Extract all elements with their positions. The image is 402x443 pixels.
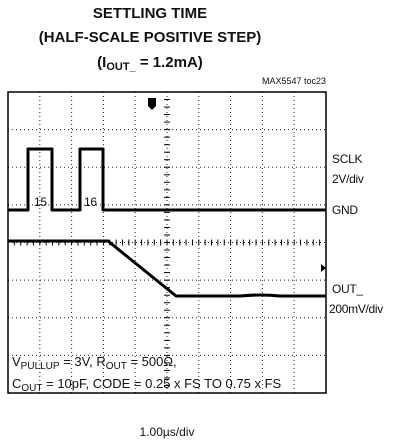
time-scale: 1.00µs/div (140, 425, 195, 439)
conditions-subscript: PULLUP (21, 361, 60, 372)
conditions-line: COUT = 10pF, CODE = 0.25 x FS TO 0.75 x … (12, 376, 282, 394)
conditions-line: VPULLUP = 3V, ROUT = 500Ω, (12, 354, 177, 372)
channel-scale: 200mV/div (329, 302, 383, 316)
level-marker (321, 264, 326, 272)
conditions-part: C (12, 376, 21, 391)
conditions-subscript: OUT (21, 383, 42, 394)
pulse-label: 15 (34, 195, 47, 209)
channel-name: OUT_ (332, 282, 363, 296)
channel-scale: 2V/div (332, 172, 364, 186)
out-trace (8, 239, 326, 298)
trigger-marker (148, 98, 156, 110)
figure-id: MAX5547 toc23 (262, 76, 326, 86)
channel-name: SCLK (332, 152, 362, 166)
conditions-part: = 3V, R (60, 354, 106, 369)
conditions-part: = 10pF, CODE = 0.25 x FS TO 0.75 x FS (43, 376, 282, 391)
title-part: (I (97, 54, 106, 71)
title-line: (HALF-SCALE POSITIVE STEP) (39, 29, 262, 46)
title-subscript: OUT_ (106, 61, 136, 73)
sclk-trace (8, 147, 326, 212)
title-line: SETTLING TIME (93, 5, 207, 22)
title-part: = 1.2mA) (136, 54, 203, 71)
pulse-label: 16 (84, 195, 97, 209)
channel-reference: GND (332, 203, 358, 217)
title-line: (IOUT_ = 1.2mA) (97, 54, 203, 73)
conditions-part: V (12, 354, 21, 369)
conditions-subscript: OUT (106, 361, 127, 372)
conditions-part: = 500Ω, (127, 354, 177, 369)
